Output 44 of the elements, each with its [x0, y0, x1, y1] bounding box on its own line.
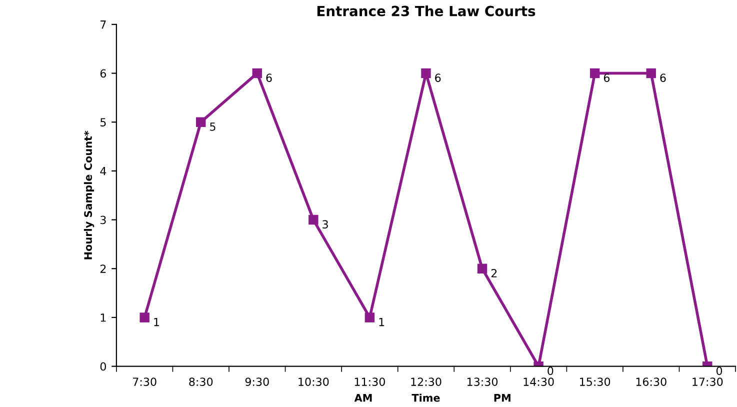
- x-tick-label: 15:30: [580, 378, 610, 386]
- point: [477, 264, 488, 274]
- point: [196, 117, 206, 127]
- chart-title: Entrance 23 The Law Courts: [317, 6, 536, 16]
- x-tick-label: 10:30: [298, 378, 329, 386]
- data-label: 1: [154, 318, 159, 326]
- y-tick-label: 1: [100, 314, 106, 322]
- data-label: 2: [491, 268, 497, 278]
- x-tick-label: 13:30: [467, 378, 498, 386]
- y-axis-title: Hourly Sample Count*: [84, 130, 94, 260]
- point: [364, 312, 375, 322]
- data-label: 6: [604, 74, 610, 82]
- data-label: 5: [210, 122, 216, 131]
- y-tick-label: 3: [100, 216, 106, 224]
- point: [646, 68, 656, 78]
- data-label: 1: [379, 318, 384, 326]
- point: [421, 68, 431, 78]
- text: PM: [494, 394, 510, 402]
- y-tick-label: 0: [100, 362, 106, 371]
- x-tick-label: 16:30: [636, 378, 666, 386]
- x-tick-label: 11:30: [354, 378, 385, 386]
- data-label: 6: [435, 74, 441, 82]
- data-label: 6: [266, 74, 272, 82]
- x-tick-label: 8:30: [189, 378, 213, 386]
- y-tick-label: 6: [100, 69, 106, 78]
- x-axis-title: Time: [412, 394, 440, 402]
- data-label: 0: [716, 366, 722, 376]
- data-label: 0: [548, 366, 554, 376]
- x-tick-label: 7:30: [133, 378, 156, 386]
- x-tick-label: 9:30: [245, 378, 269, 386]
- y-tick-label: 7: [100, 20, 106, 29]
- y-tick-label: 4: [100, 167, 106, 176]
- x-tick-label: 17:30: [692, 378, 723, 386]
- text: AM: [354, 394, 372, 402]
- point: [308, 214, 318, 225]
- point: [590, 68, 600, 78]
- y-tick-label: 5: [100, 118, 106, 126]
- point: [140, 312, 150, 322]
- x-tick-label: 14:30: [524, 378, 554, 386]
- x-tick-label: 12:30: [411, 378, 442, 386]
- data-label: 6: [660, 74, 666, 82]
- data-label: 3: [322, 220, 328, 229]
- point: [252, 68, 262, 78]
- y-tick-label: 2: [100, 264, 106, 273]
